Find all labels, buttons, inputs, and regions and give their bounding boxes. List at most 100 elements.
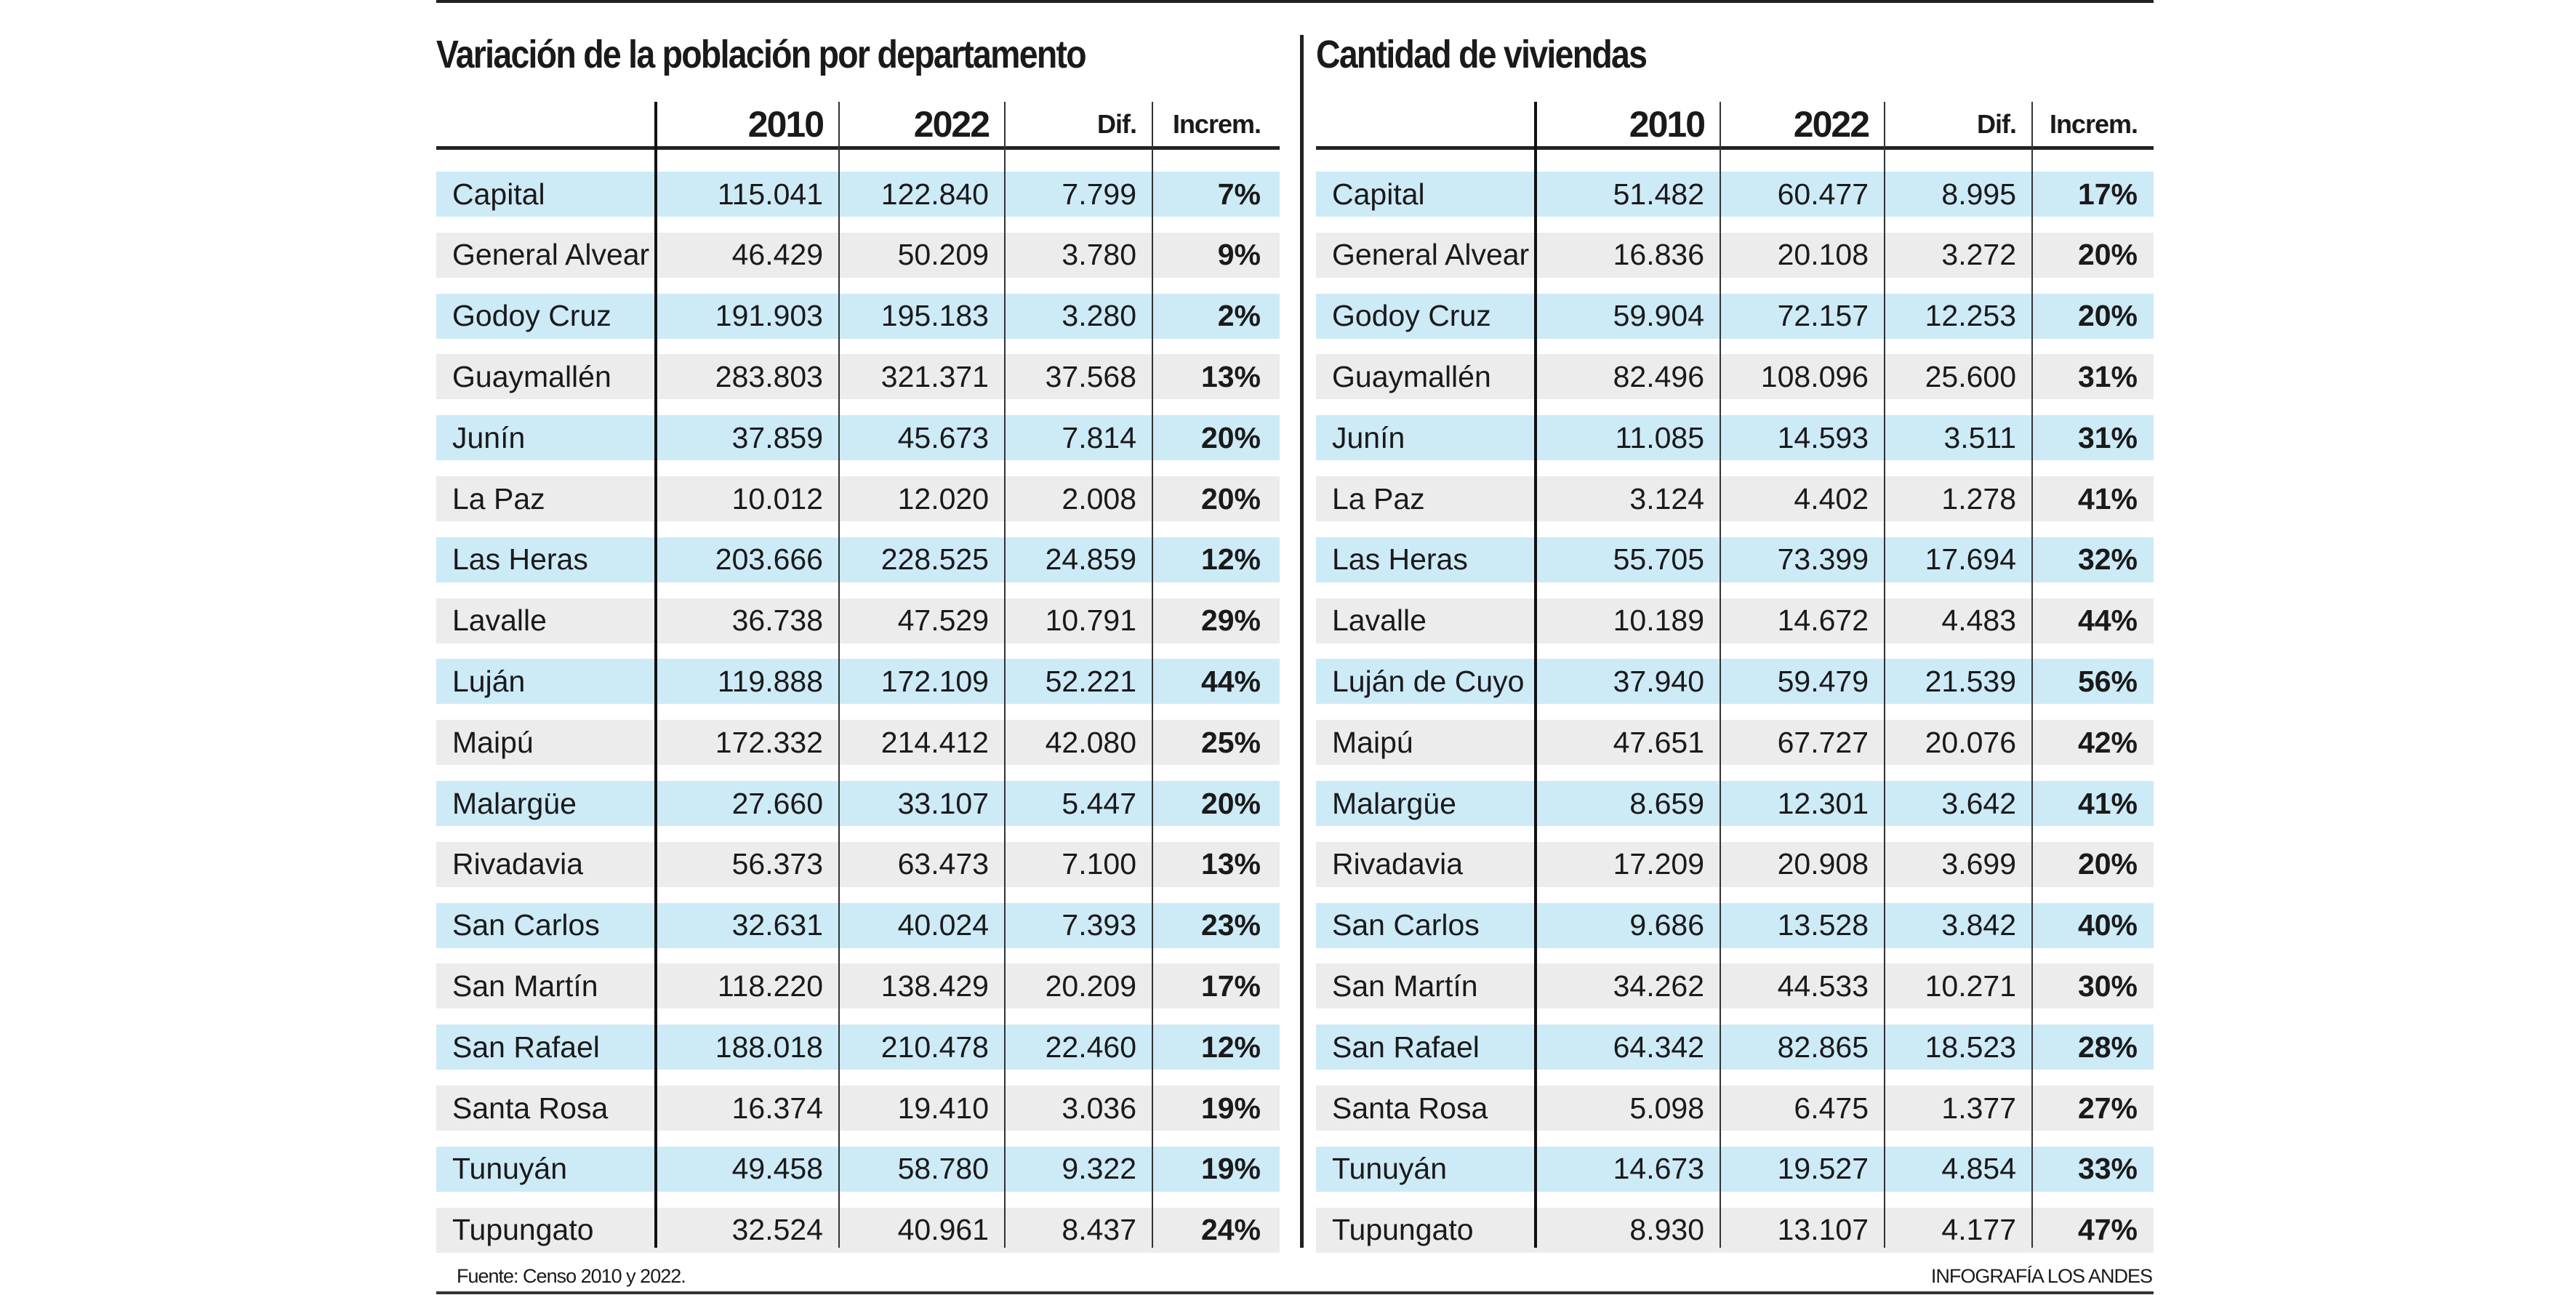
increase-percent: 56% <box>2077 664 2138 698</box>
column-divider <box>654 102 657 1248</box>
department-name: San Martín <box>1332 969 1478 1003</box>
difference: 7.100 <box>1062 847 1136 881</box>
value-2022: 108.096 <box>1760 359 1869 393</box>
table-row: Rivadavia 56.373 63.473 7.100 13% <box>436 841 1280 887</box>
value-2022: 47.529 <box>897 604 989 638</box>
table-row: San Rafael 64.342 82.865 18.523 28% <box>1316 1025 2154 1070</box>
value-2022: 12.301 <box>1777 786 1869 820</box>
increase-percent: 19% <box>1200 1152 1261 1186</box>
increase-percent: 20% <box>1200 420 1261 454</box>
department-name: Junín <box>1332 420 1405 454</box>
value-2010: 9.686 <box>1629 908 1704 942</box>
increase-percent: 20% <box>1200 481 1261 516</box>
increase-percent: 25% <box>1200 725 1261 759</box>
value-2010: 56.373 <box>731 847 823 881</box>
difference: 3.642 <box>1941 786 2016 820</box>
value-2022: 73.399 <box>1777 542 1869 577</box>
difference: 7.814 <box>1062 420 1136 454</box>
table-row: Rivadavia 17.209 20.908 3.699 20% <box>1316 841 2154 887</box>
table-row: Tupungato 32.524 40.961 8.437 24% <box>436 1207 1280 1253</box>
value-2022: 59.479 <box>1777 664 1869 698</box>
source-note: Fuente: Censo 2010 y 2022. <box>457 1265 686 1287</box>
difference: 4.483 <box>1941 604 2016 638</box>
increase-percent: 28% <box>2077 1030 2138 1064</box>
department-name: Malargüe <box>1332 786 1456 820</box>
difference: 24.859 <box>1045 542 1136 577</box>
table-row: San Rafael 188.018 210.478 22.460 12% <box>436 1025 1280 1070</box>
value-2010: 55.705 <box>1613 542 1704 577</box>
value-2022: 58.780 <box>897 1152 989 1186</box>
value-2022: 13.107 <box>1777 1213 1869 1247</box>
table-row: Lavalle 36.738 47.529 10.791 29% <box>436 598 1280 644</box>
difference: 5.447 <box>1062 786 1136 820</box>
table-row: Junín 11.085 14.593 3.511 31% <box>1316 415 2154 461</box>
difference: 3.511 <box>1943 420 2016 454</box>
difference: 22.460 <box>1045 1030 1136 1064</box>
table-header: 2010 2022 Dif. Increm. <box>436 102 1280 150</box>
difference: 3.272 <box>1941 238 2016 272</box>
department-name: La Paz <box>452 481 545 516</box>
value-2022: 45.673 <box>897 420 989 454</box>
increase-percent: 44% <box>2077 604 2138 638</box>
department-name: Luján <box>452 664 526 698</box>
value-2022: 19.410 <box>897 1091 989 1125</box>
value-2010: 14.673 <box>1613 1152 1704 1186</box>
column-header: 2022 <box>913 103 990 145</box>
department-name: Capital <box>1332 177 1425 211</box>
increase-percent: 33% <box>2077 1152 2138 1186</box>
table-row: Godoy Cruz 191.903 195.183 3.280 2% <box>436 293 1280 339</box>
value-2022: 321.371 <box>880 359 989 393</box>
increase-percent: 17% <box>2077 177 2138 211</box>
department-name: Las Heras <box>452 542 588 577</box>
value-2010: 27.660 <box>731 786 823 820</box>
table-header: 2010 2022 Dif. Increm. <box>1316 102 2154 150</box>
table-row: Las Heras 203.666 228.525 24.859 12% <box>436 537 1280 582</box>
value-2022: 14.593 <box>1777 420 1869 454</box>
table-row: Lavalle 10.189 14.672 4.483 44% <box>1316 598 2154 644</box>
value-2010: 32.524 <box>731 1213 823 1247</box>
increase-percent: 27% <box>2077 1091 2138 1125</box>
department-name: Santa Rosa <box>1332 1091 1488 1125</box>
increase-percent: 13% <box>1200 847 1261 881</box>
increase-percent: 23% <box>1200 908 1261 942</box>
column-divider <box>1152 102 1153 1248</box>
difference: 9.322 <box>1062 1152 1136 1186</box>
credit: INFOGRAFÍA LOS ANDES <box>1930 1265 2153 1287</box>
value-2010: 283.803 <box>715 359 823 393</box>
table-row: Guaymallén 82.496 108.096 25.600 31% <box>1316 354 2154 400</box>
difference: 1.377 <box>1941 1091 2016 1125</box>
table-row: San Carlos 32.631 40.024 7.393 23% <box>436 902 1280 948</box>
value-2022: 214.412 <box>880 725 989 759</box>
value-2010: 118.220 <box>717 969 823 1003</box>
table-row: Santa Rosa 5.098 6.475 1.377 27% <box>1316 1086 2154 1131</box>
department-name: Maipú <box>1332 725 1413 759</box>
department-name: Godoy Cruz <box>1332 299 1491 333</box>
increase-percent: 41% <box>2077 481 2138 516</box>
department-name: Tunuyán <box>1332 1152 1448 1186</box>
difference: 25.600 <box>1925 359 2016 393</box>
value-2010: 3.124 <box>1629 481 1704 516</box>
value-2010: 5.098 <box>1629 1091 1704 1125</box>
department-name: Tupungato <box>1332 1213 1474 1247</box>
department-name: Malargüe <box>452 786 577 820</box>
department-name: Las Heras <box>1332 542 1468 577</box>
value-2010: 64.342 <box>1613 1030 1704 1064</box>
difference: 52.221 <box>1045 664 1136 698</box>
difference: 7.799 <box>1062 177 1136 211</box>
value-2010: 32.631 <box>731 908 823 942</box>
value-2022: 13.528 <box>1777 908 1869 942</box>
difference: 3.842 <box>1941 908 2016 942</box>
table-row: Maipú 172.332 214.412 42.080 25% <box>436 720 1280 766</box>
value-2010: 59.904 <box>1613 299 1704 333</box>
increase-percent: 7% <box>1217 177 1261 211</box>
value-2022: 12.020 <box>897 481 989 516</box>
increase-percent: 20% <box>2077 299 2138 333</box>
department-name: Rivadavia <box>452 847 584 881</box>
increase-percent: 40% <box>2077 908 2138 942</box>
table-title: Variación de la población por departamen… <box>436 33 1087 76</box>
value-2010: 34.262 <box>1613 969 1704 1003</box>
difference: 20.076 <box>1925 725 2016 759</box>
table-title: Cantidad de viviendas <box>1316 33 1648 76</box>
column-divider <box>1534 102 1537 1248</box>
value-2010: 8.930 <box>1629 1213 1704 1247</box>
